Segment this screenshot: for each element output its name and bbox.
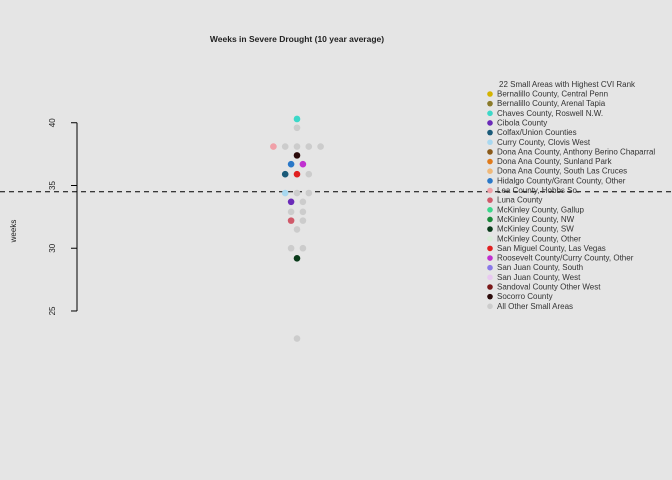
legend-title: 22 Small Areas with Highest CVI Rank <box>499 80 636 89</box>
data-point <box>281 143 289 150</box>
legend-marker <box>487 178 493 184</box>
legend-marker <box>487 168 493 174</box>
legend-label: All Other Small Areas <box>497 302 573 311</box>
legend-marker <box>487 197 493 203</box>
legend-label: Socorro County <box>497 292 553 301</box>
legend-label: San Juan County, West <box>497 273 581 282</box>
data-point <box>293 189 301 197</box>
legend-marker <box>487 264 493 271</box>
legend-label: McKinley County, SW <box>497 225 574 234</box>
data-point <box>293 152 301 159</box>
data-point <box>270 143 277 150</box>
legend-marker <box>487 139 493 146</box>
data-point <box>305 143 313 150</box>
legend-marker <box>487 235 493 242</box>
legend-label: Colfax/Union Counties <box>497 128 577 137</box>
data-point <box>293 124 301 132</box>
legend-label: San Miguel County, Las Vegas <box>497 244 606 253</box>
data-point <box>305 170 313 178</box>
legend: 22 Small Areas with Highest CVI Rank Ber… <box>487 80 655 311</box>
data-point <box>287 244 295 252</box>
legend-marker <box>487 120 493 126</box>
legend-label: Bernalillo County, Central Penn <box>497 90 608 99</box>
data-point <box>317 143 324 150</box>
legend-marker <box>487 226 493 232</box>
legend-marker <box>487 100 493 107</box>
legend-label: Bernalillo County, Arenal Tapia <box>497 99 606 108</box>
data-point <box>293 226 301 233</box>
legend-marker <box>487 207 493 213</box>
legend-marker <box>487 274 493 281</box>
legend-marker <box>487 245 493 252</box>
data-point <box>299 160 307 168</box>
data-point <box>293 115 301 123</box>
y-tick-label: 25 <box>48 306 57 315</box>
data-point <box>305 189 313 197</box>
y-tick-label: 40 <box>48 118 57 127</box>
legend-marker <box>487 158 493 165</box>
legend-label: Dona Ana County, South Las Cruces <box>497 167 627 176</box>
legend-label: McKinley County, Gallup <box>497 205 585 214</box>
y-axis-label: weeks <box>9 220 18 244</box>
data-point <box>299 217 307 224</box>
y-tick-label: 35 <box>48 180 57 189</box>
legend-label: Dona Ana County, Anthony Berino Chaparra… <box>497 147 655 156</box>
legend-marker <box>487 216 493 223</box>
legend-marker <box>487 187 493 194</box>
data-point <box>281 189 289 197</box>
legend-marker <box>487 284 493 290</box>
legend-marker <box>487 129 493 136</box>
legend-label: Cibola County <box>497 118 547 127</box>
data-point <box>281 170 289 178</box>
legend-label: Roosevelt County/Curry County, Other <box>497 254 634 263</box>
legend-marker <box>487 110 493 117</box>
legend-marker <box>487 149 493 155</box>
data-point <box>287 198 295 206</box>
legend-marker <box>487 91 493 97</box>
data-point <box>293 170 301 178</box>
data-point <box>287 208 295 216</box>
data-point <box>299 208 307 216</box>
legend-label: Dona Ana County, Sunland Park <box>497 157 613 166</box>
data-points <box>270 115 324 342</box>
legend-marker <box>487 293 493 300</box>
legend-items: Bernalillo County, Central PennBernalill… <box>487 90 655 311</box>
legend-marker <box>487 303 493 310</box>
legend-label: Sandoval County Other West <box>497 283 601 292</box>
data-point <box>299 244 307 252</box>
data-point <box>293 254 301 262</box>
legend-label: Hidalgo County/Grant County, Other <box>497 176 626 185</box>
data-point <box>293 143 301 150</box>
data-point <box>299 198 307 206</box>
chart-title: Weeks in Severe Drought (10 year average… <box>210 34 384 44</box>
legend-label: Curry County, Clovis West <box>497 138 591 147</box>
y-axis: 25 30 35 40 <box>48 118 78 315</box>
legend-label: Chaves County, Roswell N.W. <box>497 109 603 118</box>
data-point <box>287 160 295 168</box>
legend-label: Lea County, Hobbs So. <box>497 186 579 195</box>
legend-label: Luna County <box>497 196 542 205</box>
y-tick-label: 30 <box>48 243 57 252</box>
legend-label: McKinley County, NW <box>497 215 575 224</box>
legend-label: McKinley County, Other <box>497 234 581 243</box>
data-point <box>293 335 301 342</box>
data-point <box>287 217 295 224</box>
legend-label: San Juan County, South <box>497 263 583 272</box>
legend-marker <box>487 255 493 261</box>
